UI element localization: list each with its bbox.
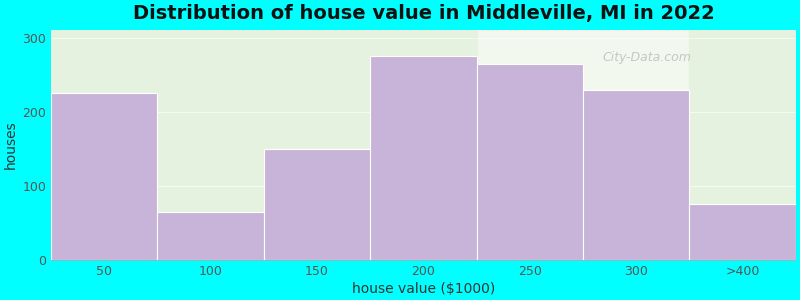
Bar bbox=[477, 64, 583, 260]
Bar bbox=[158, 212, 264, 260]
Bar bbox=[690, 204, 796, 260]
Bar bbox=[51, 93, 158, 260]
Bar bbox=[51, 30, 264, 260]
Bar bbox=[690, 30, 796, 260]
Bar bbox=[370, 56, 477, 260]
Bar bbox=[264, 30, 477, 260]
X-axis label: house value ($1000): house value ($1000) bbox=[352, 282, 495, 296]
Title: Distribution of house value in Middleville, MI in 2022: Distribution of house value in Middlevil… bbox=[133, 4, 714, 23]
Bar bbox=[583, 89, 690, 260]
Bar bbox=[264, 149, 370, 260]
Text: City-Data.com: City-Data.com bbox=[602, 51, 691, 64]
Y-axis label: houses: houses bbox=[4, 121, 18, 170]
